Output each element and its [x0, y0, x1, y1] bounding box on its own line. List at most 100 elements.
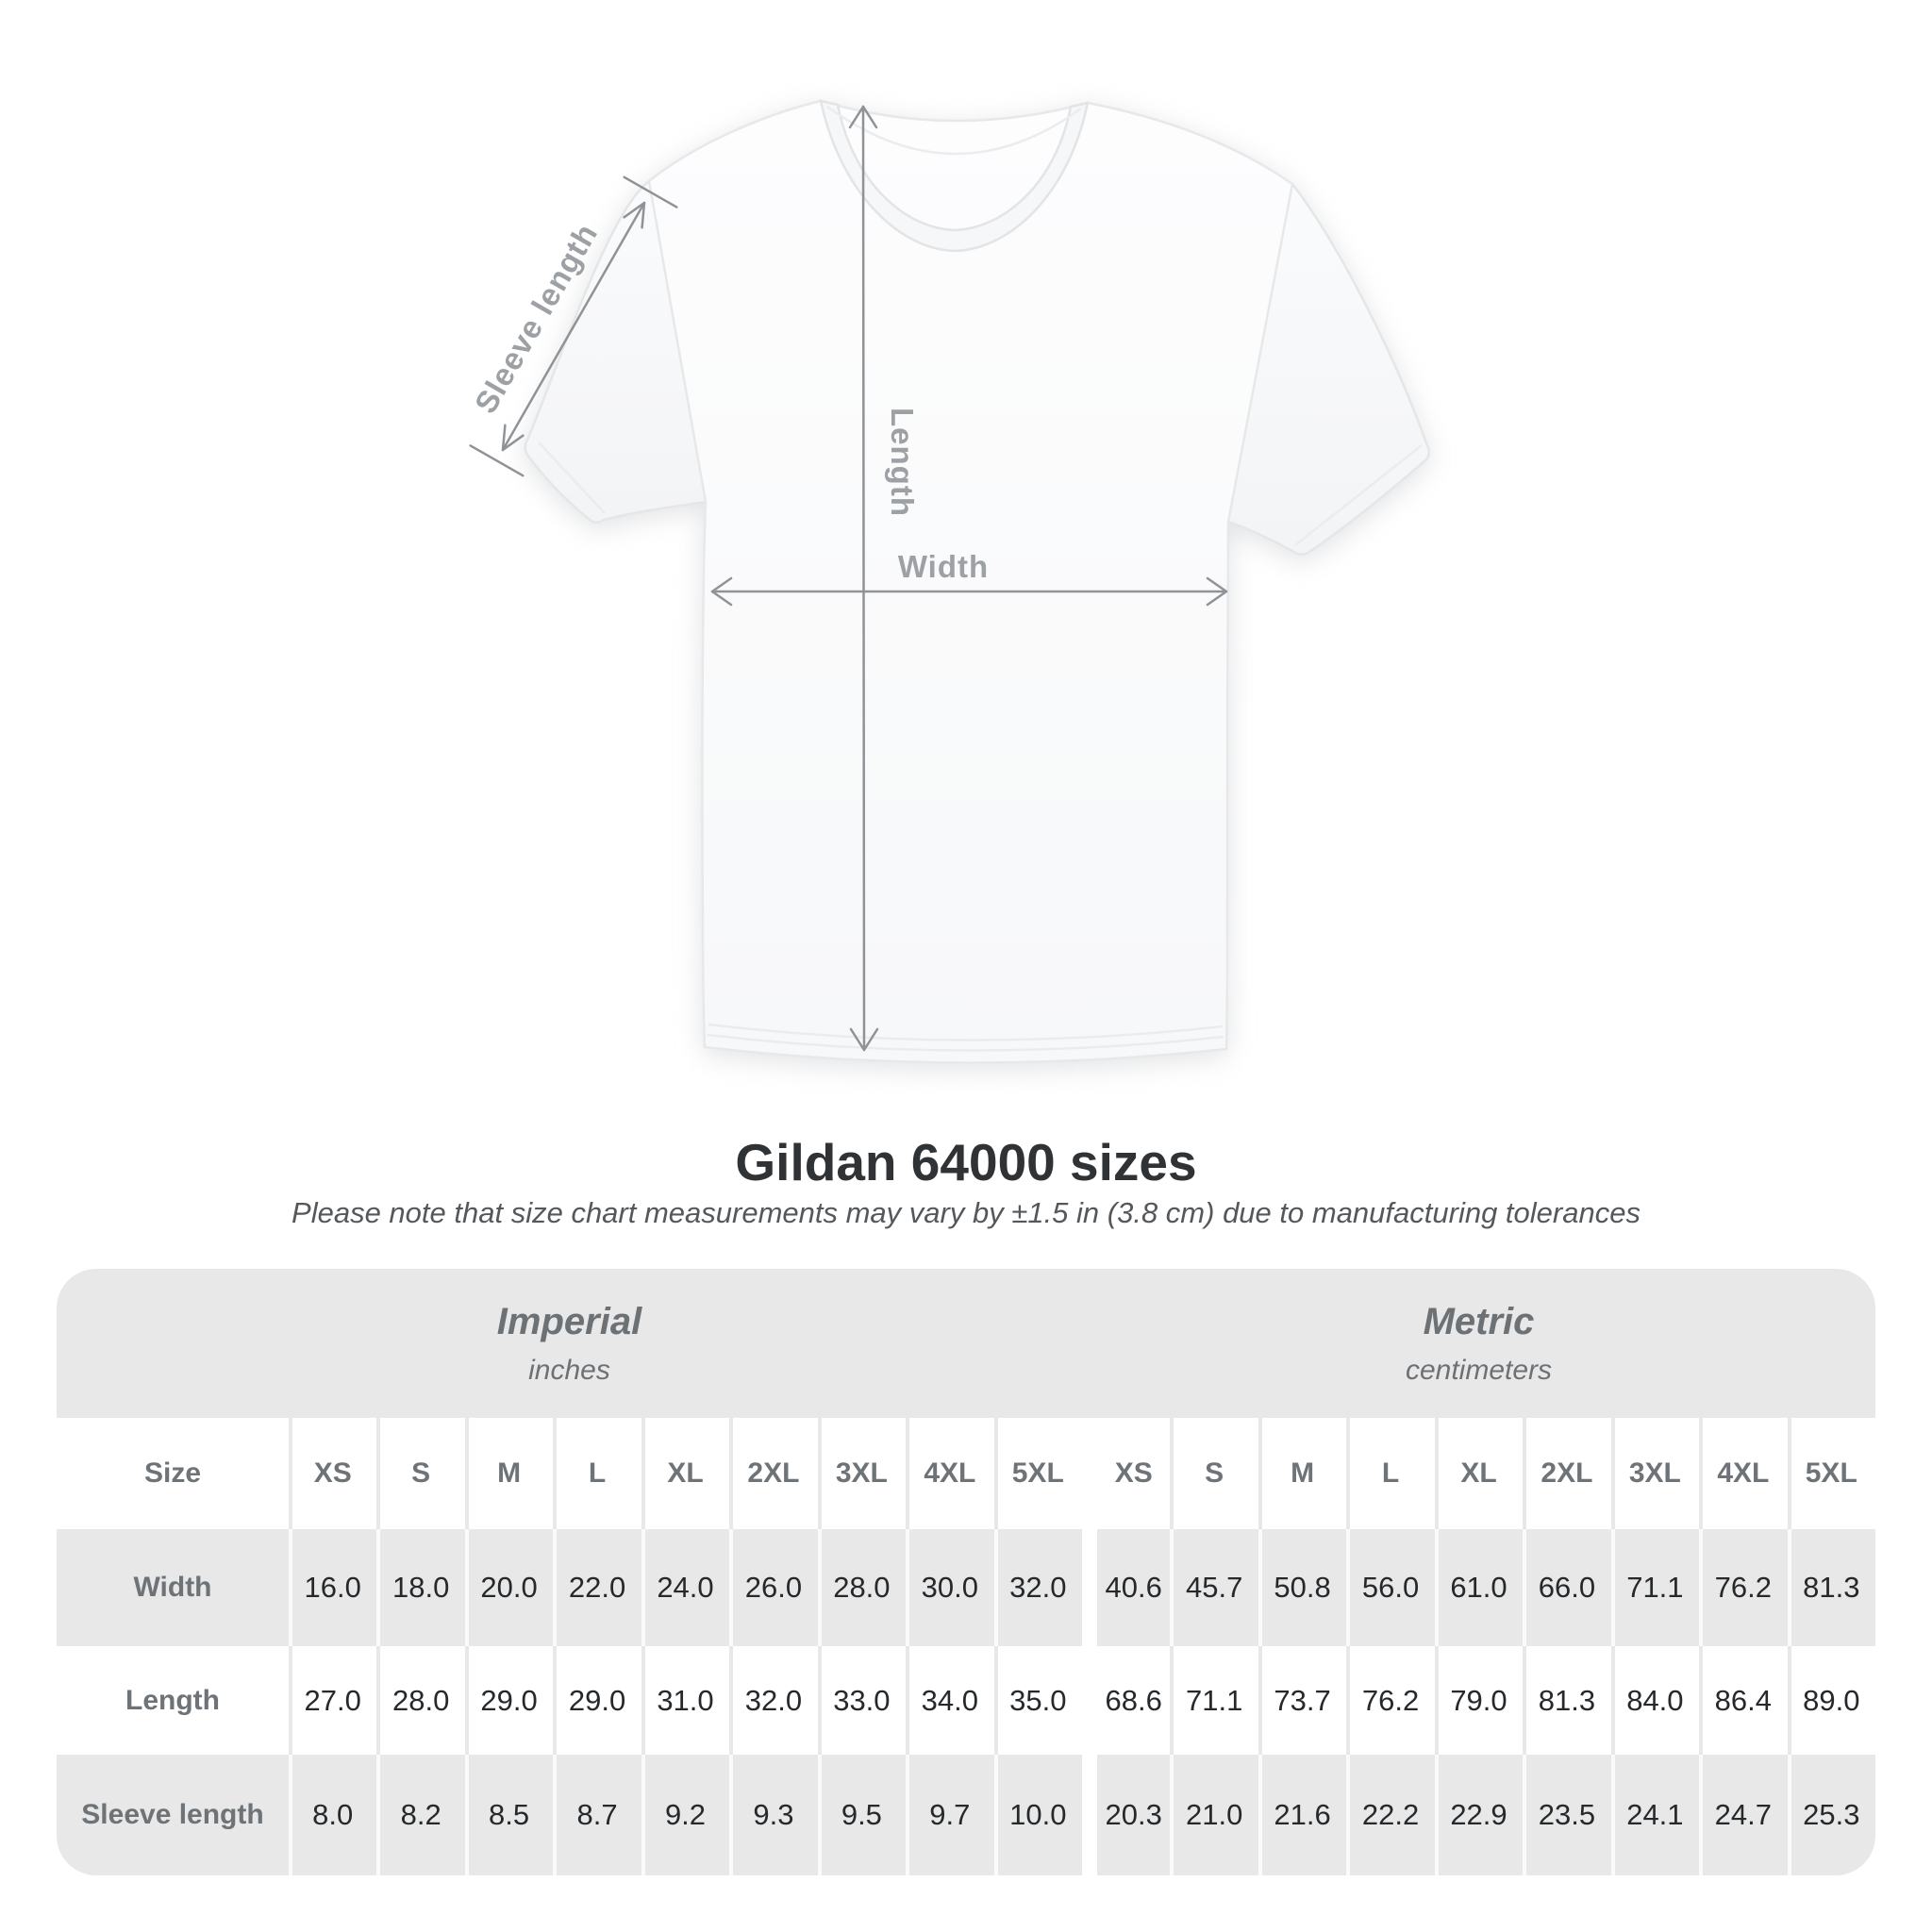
bottom-hem-seam	[707, 1023, 1224, 1052]
cell-sleeve-length-imperial-5xl: 10.0	[994, 1755, 1082, 1875]
size-table-grid: Imperial inches Metric centimeters Size XS S M L…	[57, 1269, 1875, 1875]
column-header-metric-2xl: 2XL	[1523, 1418, 1611, 1529]
column-header-metric-5xl: 5XL	[1787, 1418, 1875, 1529]
cell-sleeve-length-imperial-2xl: 9.3	[729, 1755, 817, 1875]
cell-width-imperial-m: 20.0	[465, 1529, 553, 1646]
cell-width-metric-4xl: 76.2	[1699, 1529, 1787, 1646]
column-header-metric-4xl: 4XL	[1699, 1418, 1788, 1529]
width-label: Width	[898, 549, 989, 584]
cell-length-imperial-4xl: 34.0	[906, 1646, 994, 1755]
size-table: Imperial inches Metric centimeters Size XS S M L…	[57, 1269, 1875, 1875]
cell-sleeve-length-metric-3xl: 24.1	[1611, 1755, 1699, 1875]
cell-width-imperial-l: 22.0	[553, 1529, 641, 1646]
section-unit-imperial: inches	[528, 1354, 610, 1386]
cell-width-metric-l: 56.0	[1346, 1529, 1434, 1646]
cell-length-metric-s: 71.1	[1170, 1646, 1258, 1755]
cell-width-imperial-3xl: 28.0	[818, 1529, 906, 1646]
right-sleeve-hem-seam	[1294, 444, 1423, 546]
cell-sleeve-length-imperial-l: 8.7	[553, 1755, 641, 1875]
column-header-metric-s: S	[1170, 1418, 1258, 1529]
column-header-imperial-l: L	[553, 1418, 641, 1529]
cell-sleeve-length-imperial-3xl: 9.5	[818, 1755, 906, 1875]
cell-width-imperial-5xl: 32.0	[994, 1529, 1082, 1646]
column-header-imperial-xl: XL	[641, 1418, 730, 1529]
column-header-imperial-2xl: 2XL	[729, 1418, 818, 1529]
cell-sleeve-length-metric-s: 21.0	[1170, 1755, 1257, 1875]
row-label-width: Width	[133, 1572, 212, 1603]
cell-length-imperial-5xl: 35.0	[993, 1646, 1082, 1755]
cell-width-imperial-xs: 16.0	[289, 1529, 376, 1646]
width-arrow	[710, 576, 1228, 607]
column-header-metric-m: M	[1257, 1418, 1347, 1529]
length-arrow	[848, 105, 879, 1052]
tshirt-body	[647, 99, 1294, 1064]
cell-sleeve-length-metric-4xl: 24.7	[1699, 1755, 1787, 1875]
cell-width-metric-s: 45.7	[1170, 1529, 1257, 1646]
column-header-imperial-5xl: 5XL	[993, 1418, 1082, 1529]
cell-sleeve-length-metric-xl: 22.9	[1435, 1755, 1523, 1875]
cell-length-imperial-2xl: 32.0	[729, 1646, 818, 1755]
cell-sleeve-length-metric-l: 22.2	[1346, 1755, 1434, 1875]
cell-sleeve-length-imperial-xl: 9.2	[641, 1755, 729, 1875]
column-header-imperial-3xl: 3XL	[817, 1418, 907, 1529]
column-header-imperial-xs: XS	[289, 1418, 377, 1529]
cell-width-imperial-s: 18.0	[376, 1529, 464, 1646]
cell-sleeve-length-imperial-xs: 8.0	[289, 1755, 376, 1875]
cell-sleeve-length-metric-xs: 20.3	[1081, 1755, 1170, 1875]
column-header-metric-xs: XS	[1081, 1418, 1171, 1529]
cell-sleeve-length-metric-m: 21.6	[1258, 1755, 1346, 1875]
column-header-size: Size	[57, 1418, 289, 1529]
cell-sleeve-length-imperial-m: 8.5	[465, 1755, 553, 1875]
tshirt-collar	[819, 99, 1090, 253]
cell-length-imperial-s: 28.0	[376, 1646, 465, 1755]
tolerance-note: Please note that size chart measurements…	[291, 1196, 1641, 1229]
cell-length-metric-xs: 68.6	[1081, 1646, 1171, 1755]
cell-width-metric-xl: 61.0	[1435, 1529, 1523, 1646]
cell-width-imperial-xl: 24.0	[641, 1529, 729, 1646]
cell-length-metric-2xl: 81.3	[1523, 1646, 1611, 1755]
cell-length-imperial-m: 29.0	[464, 1646, 554, 1755]
page-title: Gildan 64000 sizes	[735, 1133, 1197, 1191]
cell-length-imperial-xs: 27.0	[289, 1646, 377, 1755]
column-header-metric-l: L	[1346, 1418, 1435, 1529]
cell-length-metric-l: 76.2	[1346, 1646, 1435, 1755]
cell-sleeve-length-metric-2xl: 23.5	[1523, 1755, 1610, 1875]
column-header-imperial-s: S	[376, 1418, 465, 1529]
left-sleeve-hem-seam	[538, 441, 606, 514]
row-label-sleeve-length: Sleeve length	[81, 1799, 264, 1830]
section-unit-metric: centimeters	[1405, 1354, 1553, 1386]
tshirt-image: Sleeve length Length Width	[468, 99, 1430, 1064]
section-title-imperial: Imperial	[496, 1300, 642, 1342]
cell-sleeve-length-metric-5xl: 25.3	[1788, 1755, 1875, 1875]
cell-length-imperial-xl: 31.0	[641, 1646, 730, 1755]
cell-width-metric-2xl: 66.0	[1523, 1529, 1610, 1646]
cell-length-metric-3xl: 84.0	[1610, 1646, 1700, 1755]
sleeve-length-arrow	[469, 175, 678, 477]
length-label: Length	[885, 408, 920, 517]
cell-width-imperial-2xl: 26.0	[729, 1529, 817, 1646]
cell-sleeve-length-imperial-4xl: 9.7	[906, 1755, 993, 1875]
cell-width-metric-xs: 40.6	[1081, 1529, 1170, 1646]
cell-width-metric-5xl: 81.3	[1788, 1529, 1875, 1646]
cell-width-metric-m: 50.8	[1258, 1529, 1346, 1646]
cell-width-metric-3xl: 71.1	[1611, 1529, 1699, 1646]
column-header-imperial-m: M	[464, 1418, 554, 1529]
cell-length-metric-5xl: 89.0	[1787, 1646, 1875, 1755]
sleeve-length-ticks	[469, 175, 678, 477]
row-label-length: Length	[57, 1646, 289, 1755]
tshirt-graphic	[524, 99, 1430, 1064]
collar-back-seam	[826, 105, 1082, 156]
cell-sleeve-length-imperial-s: 8.2	[376, 1755, 464, 1875]
cell-length-metric-m: 73.7	[1257, 1646, 1347, 1755]
cell-width-imperial-4xl: 30.0	[906, 1529, 993, 1646]
cell-length-imperial-l: 29.0	[553, 1646, 641, 1755]
cell-length-imperial-3xl: 33.0	[817, 1646, 907, 1755]
cell-length-metric-4xl: 86.4	[1699, 1646, 1788, 1755]
cell-length-metric-xl: 79.0	[1434, 1646, 1524, 1755]
section-header-imperial: Imperial inches	[57, 1269, 1082, 1418]
column-header-metric-3xl: 3XL	[1610, 1418, 1700, 1529]
column-header-metric-xl: XL	[1434, 1418, 1524, 1529]
section-header-metric: Metric centimeters	[1082, 1269, 1875, 1418]
column-header-imperial-4xl: 4XL	[906, 1418, 994, 1529]
